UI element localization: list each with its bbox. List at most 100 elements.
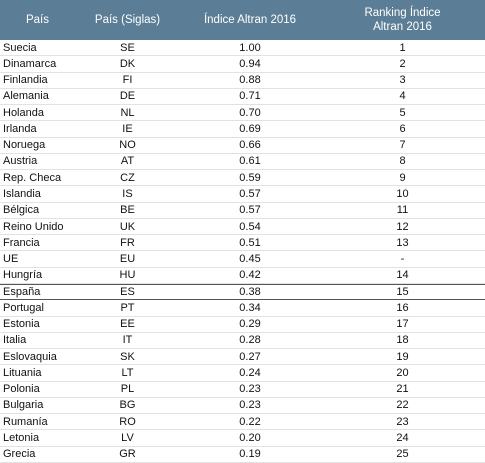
table-cell: 0.34 — [239, 301, 261, 314]
table-cell: 9 — [399, 171, 406, 184]
table-cell: 0.88 — [239, 74, 261, 87]
table-cell: SK — [120, 350, 135, 363]
table-cell: AT — [120, 155, 135, 168]
table-cell: IS — [122, 188, 133, 201]
table-cell: 0.54 — [239, 220, 261, 233]
table-row: Noruega NO 0.66 7 — [0, 138, 485, 154]
table-cell: Noruega — [3, 139, 46, 152]
table-row: UE EU 0.45 - — [0, 251, 485, 268]
table-cell: 24 — [396, 432, 409, 444]
table-cell: BG — [119, 399, 136, 412]
table-row: Polonia PL 0.23 21 — [0, 382, 485, 398]
table-cell: UE — [3, 253, 19, 266]
table-cell: FI — [122, 74, 133, 87]
table-cell: 4 — [399, 90, 406, 103]
table-cell: CZ — [120, 171, 135, 184]
table-cell: 3 — [399, 74, 406, 87]
table-cell: 13 — [396, 236, 409, 249]
table-cell: Estonia — [3, 318, 40, 331]
table-cell: 0.38 — [239, 286, 261, 299]
table-row: Bélgica BE 0.57 11 — [0, 203, 485, 219]
table-cell: Austria — [3, 155, 38, 168]
table-cell: Rumanía — [3, 415, 48, 428]
table-cell: HU — [119, 269, 136, 282]
table-cell: 20 — [396, 366, 409, 379]
table-row: Alemania DE 0.71 4 — [0, 89, 485, 106]
table-row: España ES 0.38 15 — [0, 283, 485, 301]
table-cell: 0.19 — [239, 448, 261, 461]
table-cell: 0.45 — [239, 253, 261, 266]
table-row: Holanda NL 0.70 5 — [0, 105, 485, 122]
table-cell: EU — [119, 253, 136, 266]
table-row: Reino Unido UK 0.54 12 — [0, 219, 485, 236]
table-cell: FR — [120, 236, 135, 249]
table-cell: ES — [120, 286, 135, 299]
table-cell: 0.42 — [239, 269, 261, 282]
table-cell: 19 — [396, 350, 409, 363]
table-cell: 0.23 — [239, 383, 261, 396]
table-cell: 1.00 — [239, 41, 261, 54]
table-cell: 0.94 — [239, 57, 261, 70]
table-cell: 0.23 — [239, 399, 261, 412]
table-cell: 1 — [399, 41, 406, 54]
table-cell: 12 — [396, 220, 409, 233]
table-cell: NL — [120, 106, 135, 119]
table-cell: 0.29 — [239, 318, 261, 331]
table-row: Rumanía RO 0.22 23 — [0, 414, 485, 431]
table-cell: EE — [120, 318, 135, 331]
table-cell: Suecia — [3, 41, 37, 54]
table-row: Grecia GR 0.19 25 — [0, 447, 485, 463]
table-cell: 0.22 — [239, 415, 261, 428]
header-cell: País (Siglas) — [94, 14, 161, 26]
table-cell: España — [3, 286, 41, 299]
table-cell: 0.28 — [239, 334, 261, 347]
table-cell: 17 — [396, 318, 409, 331]
table-row: Dinamarca DK 0.94 2 — [0, 56, 485, 73]
table-cell: DK — [119, 57, 136, 70]
table-cell: 18 — [396, 334, 409, 347]
table-cell: Francia — [3, 236, 40, 249]
table-cell: 10 — [396, 188, 409, 201]
table-row: Islandia IS 0.57 10 — [0, 186, 485, 203]
table-cell: UK — [119, 220, 136, 233]
table-cell: 16 — [396, 301, 409, 314]
table-cell: 0.71 — [239, 90, 261, 103]
table-cell: 14 — [396, 269, 409, 282]
table-row: Rep. Checa CZ 0.59 9 — [0, 170, 485, 187]
table-cell: 0.69 — [239, 122, 261, 135]
table-row: Austria AT 0.61 8 — [0, 154, 485, 171]
table-cell: 5 — [399, 106, 406, 119]
table-cell: Holanda — [3, 106, 44, 119]
table-row: Estonia EE 0.29 17 — [0, 317, 485, 333]
table-cell: BE — [120, 204, 135, 217]
table-cell: 0.27 — [239, 350, 261, 363]
table-cell: SE — [120, 41, 135, 54]
table-cell: 21 — [396, 383, 409, 396]
table-cell: 6 — [399, 122, 406, 135]
table-cell: PL — [120, 383, 135, 396]
table-cell: 0.57 — [239, 204, 261, 217]
table-cell: 15 — [396, 286, 409, 299]
table-cell: Alemania — [3, 90, 49, 103]
table-cell: 11 — [396, 204, 409, 217]
header-row: País País (Siglas) Índice Altran 2016 Ranki… — [0, 0, 485, 40]
table-cell: RO — [119, 415, 136, 428]
table-cell: 0.51 — [239, 236, 261, 249]
table-cell: Dinamarca — [3, 57, 57, 70]
table-cell: 0.20 — [239, 432, 261, 444]
table-cell: Eslovaquia — [3, 350, 57, 363]
table-cell: NO — [119, 139, 136, 152]
table-row: Finlandia FI 0.88 3 — [0, 73, 485, 89]
table-cell: Grecia — [3, 448, 36, 461]
table-cell: 23 — [396, 415, 409, 428]
table-cell: Irlanda — [3, 122, 37, 135]
table-cell: 0.70 — [239, 106, 261, 119]
table-cell: - — [400, 253, 405, 266]
table-cell: 0.59 — [239, 171, 261, 184]
table-cell: 25 — [396, 448, 409, 461]
table-cell: 8 — [399, 155, 406, 168]
table-cell: Reino Unido — [3, 220, 64, 233]
table-cell: IT — [122, 334, 133, 347]
table-cell: PT — [120, 301, 135, 314]
